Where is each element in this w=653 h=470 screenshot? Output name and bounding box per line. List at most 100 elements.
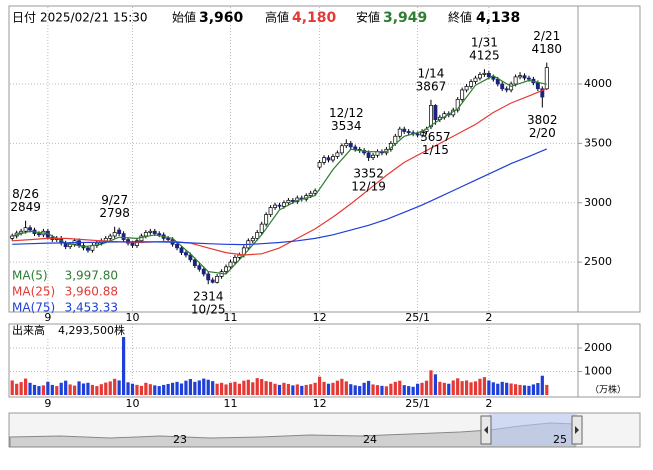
candle-body [237,254,242,258]
candle-body [188,254,193,261]
volume-bar [228,382,233,395]
volume-bar [398,380,402,395]
volume-bar [451,380,455,395]
volume-bar [46,381,50,395]
header: 日付 2025/02/21 15:30 始値 3,960 高値 4,180 安値… [12,10,520,27]
volume-bar [108,381,112,395]
volume-bar [77,381,81,395]
x-tick-label: 10 [126,311,140,324]
volume-bar [407,386,411,395]
open: 3,960 [199,10,244,26]
annotation-value: 3657 [420,130,451,144]
candle-body [273,204,277,208]
volume-bar [113,378,117,395]
candle-body [103,238,108,242]
annotation-date: 1/15 [422,143,449,157]
handle-arrow [484,426,488,434]
annotation-value: 4180 [531,42,562,56]
candle-body [473,77,478,82]
x-tick-label: 2 [485,397,492,410]
volume-bar [380,385,384,395]
close: 4,138 [476,10,520,26]
volume-bar [344,381,348,395]
volume-bar [291,385,295,395]
candle-body [469,81,473,87]
volume-bar [135,384,139,395]
candle-body [224,266,228,272]
candle-body [486,72,491,78]
volume-bar [237,383,242,395]
candle-body [322,157,326,163]
volume-bar [219,382,224,395]
candle-body [317,162,322,168]
candle-body [259,223,264,233]
volume-bar [402,385,406,395]
navigator-label: 25 [553,433,567,446]
volume-bar [464,380,469,395]
navigator-window[interactable] [489,414,577,446]
volume-bar [130,383,135,395]
x-tick-label: 10 [126,397,140,410]
annotation-value: 2798 [99,206,130,220]
candle-body [264,214,269,225]
volume-bar [215,383,219,395]
annotation-value: 4125 [469,49,500,63]
volume-bar [233,381,237,395]
candle-body [397,128,402,137]
volume-bar [326,383,331,395]
volume-bar [420,382,424,395]
volume-bar [90,384,95,395]
volume-bar [144,382,148,395]
candle-body [513,76,518,85]
volume-bar [251,382,255,395]
volume-bar [148,384,152,395]
low: 3,949 [383,10,427,26]
volume-bar [442,382,446,395]
volume-bar [536,383,540,395]
volume-bar [424,380,429,395]
candle-body [166,238,171,240]
volume-bar [389,383,393,395]
candle-body [433,105,438,120]
volume-bar [545,384,549,395]
annotation-value: 3802 [527,113,558,127]
candle-body [86,247,90,251]
volume-bar [273,383,277,395]
candle-body [112,232,117,237]
candle-body [28,227,32,231]
volume-bar [295,384,299,395]
volume-bar [126,382,130,395]
volume-bar [304,384,308,395]
volume-bar [99,384,103,395]
volume-bar [371,384,375,395]
volume-bar [50,384,54,395]
close-label: 終値 [448,10,472,25]
date-label: 日付 [12,11,36,25]
volume-bar [509,383,513,395]
x-tick-label: 11 [224,397,238,410]
x-tick-label: 9 [44,311,51,324]
volume-bar [211,381,215,395]
volume-bar [478,378,482,395]
volume-bar [32,384,37,395]
volume-bar [10,380,14,395]
volume-bar [157,386,161,395]
navigator[interactable]: 23 24 25 [8,412,641,448]
volume-bar [393,381,397,395]
volume-unit: （万株） [590,384,626,396]
volume-bar [384,386,389,395]
candle-body [495,78,500,85]
candle-body [197,265,202,270]
candle-body [371,154,375,158]
candle-body [366,152,371,158]
volume-bar [28,382,32,395]
candle-body [250,238,255,242]
annotation-value: 2849 [10,200,41,214]
volume-bar [456,378,460,395]
volume-bar [162,384,166,395]
navigator-label: 23 [173,433,187,446]
volume-bar [540,375,544,395]
volume-bar [340,378,344,395]
candle-body [482,72,487,75]
volume-bar [268,381,273,395]
